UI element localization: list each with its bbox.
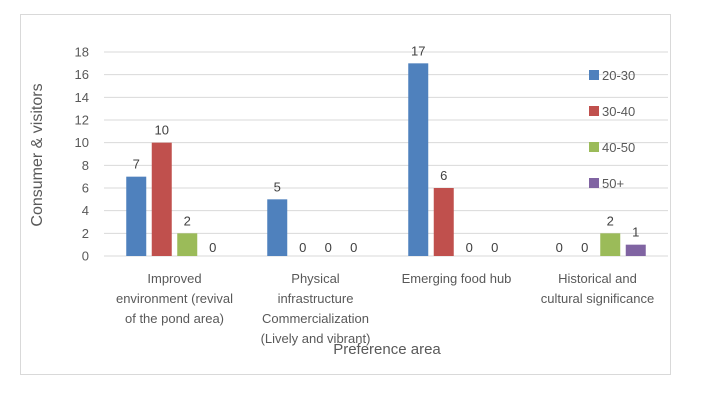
data-label: 2 [184, 213, 191, 228]
gridlines [104, 51, 668, 257]
y-axis-title: Consumer & visitors [29, 83, 46, 226]
bar-50+-cat3 [625, 244, 646, 256]
y-tick-label: 6 [82, 181, 89, 196]
y-axis-ticks: 0 2 4 6 8 10 12 14 16 18 [75, 45, 89, 264]
y-tick-label: 12 [75, 113, 89, 128]
data-label: 10 [155, 123, 169, 138]
legend-label: 50+ [602, 176, 624, 191]
data-label: 0 [325, 240, 332, 255]
legend-swatch [589, 70, 599, 80]
bars [126, 63, 646, 257]
legend: 20-30 30-40 40-50 50+ [589, 68, 635, 191]
x-category-label: Physical infrastructure Commercialization(… [261, 271, 371, 346]
data-label: 5 [274, 179, 281, 194]
data-label: 0 [466, 240, 473, 255]
legend-label: 40-50 [602, 140, 635, 155]
data-label: 0 [491, 240, 498, 255]
y-tick-label: 4 [82, 203, 89, 218]
y-tick-label: 0 [82, 249, 89, 264]
data-label: 6 [440, 168, 447, 183]
y-tick-label: 16 [75, 67, 89, 82]
legend-label: 20-30 [602, 68, 635, 83]
y-tick-label: 2 [82, 226, 89, 241]
x-category-label: Emerging food hub [402, 271, 512, 286]
y-tick-label: 10 [75, 135, 89, 150]
x-category-label: Historical and cultural significance [541, 271, 654, 306]
x-axis-category-labels: Improved environment (revival of the pond … [116, 271, 654, 346]
data-labels: 7 10 2 0 5 0 0 0 17 6 0 0 0 0 2 1 [133, 43, 640, 255]
data-label: 7 [133, 157, 140, 172]
data-label: 17 [411, 43, 425, 58]
data-label: 0 [556, 240, 563, 255]
legend-label: 30-40 [602, 104, 635, 119]
bar-40-50-cat0 [177, 233, 198, 256]
legend-swatch [589, 142, 599, 152]
bar-30-40-cat2 [433, 188, 454, 256]
data-label: 1 [632, 225, 639, 240]
bar-40-50-cat3 [600, 233, 621, 256]
data-label: 0 [209, 240, 216, 255]
bar-20-30-cat1 [267, 199, 288, 256]
legend-swatch [589, 106, 599, 116]
legend-swatch [589, 178, 599, 188]
data-label: 0 [299, 240, 306, 255]
x-axis-title: Preference area [333, 341, 441, 358]
bar-20-30-cat0 [126, 176, 147, 256]
data-label: 0 [581, 240, 588, 255]
data-label: 0 [350, 240, 357, 255]
y-tick-label: 8 [82, 158, 89, 173]
x-category-label: Improved environment (revival of the pond … [116, 271, 233, 326]
y-tick-label: 14 [75, 90, 89, 105]
bar-20-30-cat2 [408, 63, 429, 257]
y-tick-label: 18 [75, 45, 89, 60]
bar-30-40-cat0 [151, 142, 172, 256]
data-label: 2 [607, 213, 614, 228]
